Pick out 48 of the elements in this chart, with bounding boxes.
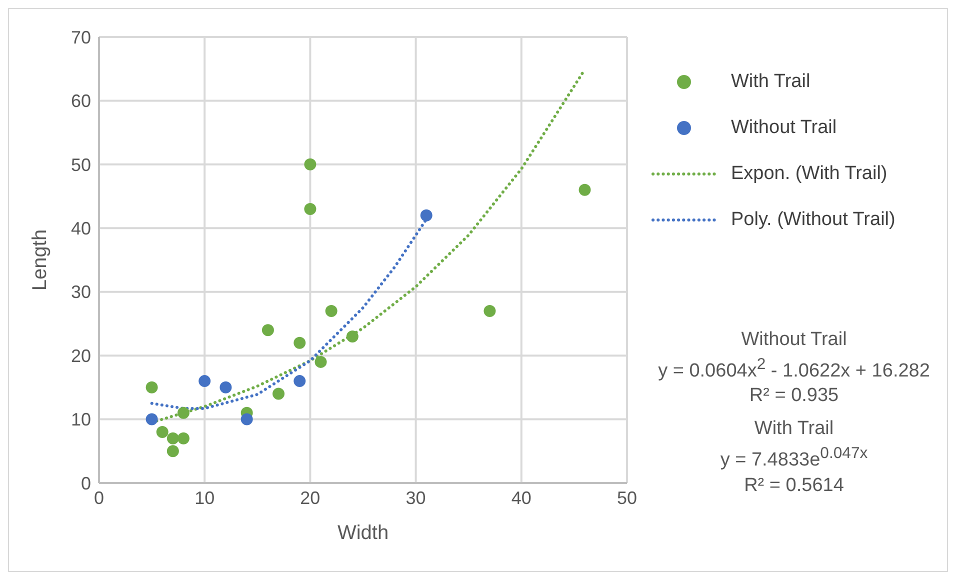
point [146, 413, 158, 426]
point [325, 304, 338, 317]
point [578, 184, 591, 196]
point [314, 356, 327, 368]
point [220, 381, 232, 394]
point [272, 388, 285, 400]
x-tick-label: 30 [406, 488, 426, 508]
text: y = 0.0604x$^{2}$ - 1.0622x + 16.282 [657, 355, 931, 384]
point [198, 375, 211, 388]
y-tick-label: 0 [80, 473, 91, 494]
point [240, 413, 253, 426]
point [346, 330, 358, 342]
text: R² = 0.5614 [744, 474, 844, 496]
point [166, 445, 179, 458]
y-tick-label: 10 [70, 410, 91, 430]
y-tick-label: 40 [70, 218, 91, 239]
x-tick-label: 40 [511, 488, 532, 508]
point [294, 375, 306, 388]
point [262, 324, 274, 336]
legend-label: Without Trail [731, 117, 837, 139]
point [484, 304, 496, 317]
legend-label: Expon. (With Trail) [731, 163, 888, 185]
point [156, 426, 168, 438]
y-axis-title: Length [29, 229, 52, 291]
point [304, 203, 316, 216]
x-axis-title: Width [337, 522, 389, 544]
legend-label: Poly. (Without Trail) [731, 209, 896, 231]
point [177, 432, 190, 444]
point [420, 209, 432, 222]
point [166, 432, 179, 444]
y-tick-label: 20 [70, 346, 91, 366]
x-tick-label: 0 [94, 488, 104, 508]
text: R² = 0.935 [748, 384, 840, 408]
x-tick-label: 20 [300, 488, 320, 508]
point [304, 158, 316, 170]
x-tick-label: 50 [616, 488, 638, 508]
y-tick-label: 70 [70, 27, 91, 48]
legend-label: With Trail [731, 71, 810, 93]
x-tick-label: 10 [194, 488, 215, 508]
y-tick-label: 30 [70, 282, 91, 302]
point [177, 406, 190, 419]
text: y = 7.4833e$^{0.047x}$ [719, 444, 869, 473]
y-tick-label: 50 [70, 154, 91, 175]
text: With Trail [753, 417, 835, 442]
y-tick-label: 60 [70, 91, 91, 112]
point [294, 336, 306, 349]
text: Without Trail [740, 328, 848, 352]
point [146, 381, 158, 394]
